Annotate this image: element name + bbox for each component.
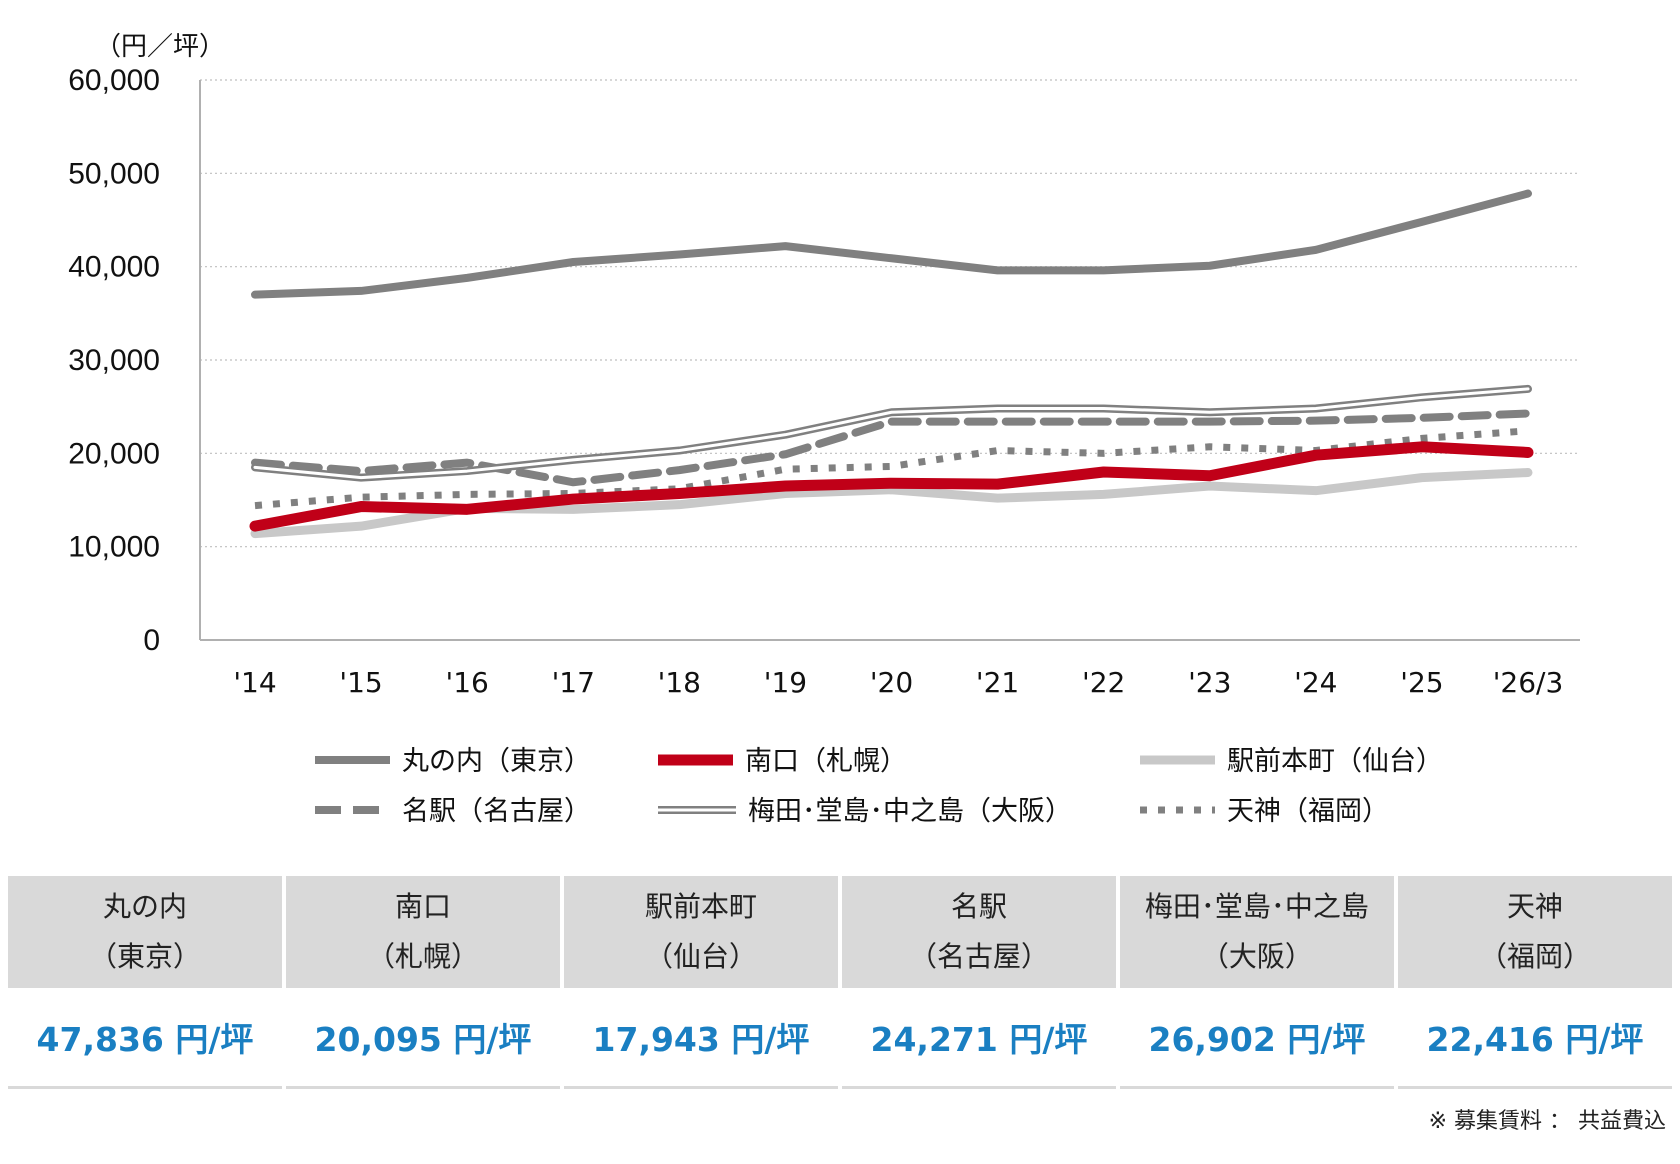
- footnote: ※ 募集賃料 ： 共益費込: [1428, 1109, 1666, 1134]
- legend-label: 天神（福岡）: [1227, 796, 1389, 827]
- x-tick-label: '23: [1188, 666, 1231, 699]
- x-tick-label: '14: [233, 666, 276, 699]
- summary-header-cell: 名駅 （名古屋）: [841, 876, 1116, 988]
- summary-area: （大阪）: [1200, 940, 1313, 973]
- series-path: [249, 441, 1534, 532]
- legend-item: 名駅（名古屋）: [315, 796, 591, 827]
- x-tick-label: '21: [976, 666, 1019, 699]
- summary-header-cell: 南口 （札幌）: [285, 876, 560, 988]
- summary-header-cell: 梅田･堂島･中之島 （大阪）: [1119, 876, 1394, 988]
- summary-name: 名駅: [950, 890, 1007, 923]
- legend-item: 南口（札幌）: [658, 746, 907, 777]
- grid-lines: [200, 79, 1580, 548]
- series-line: [249, 441, 1534, 532]
- summary-header-cell: 天神 （福岡）: [1397, 876, 1672, 988]
- y-tick-label: 0: [143, 624, 160, 657]
- y-tick-label: 20,000: [68, 437, 160, 470]
- summary-area: （福岡）: [1478, 940, 1591, 973]
- summary-area: （札幌）: [366, 940, 479, 973]
- x-tick-label: '17: [552, 666, 595, 699]
- summary-value: 20,095 円/坪: [285, 988, 560, 1089]
- series-line: [251, 384, 1532, 482]
- series-path: [253, 387, 1530, 480]
- x-tick-label: '22: [1082, 666, 1125, 699]
- series-line: [251, 189, 1532, 299]
- summary-name: 天神: [1506, 890, 1563, 923]
- summary-name: 南口: [394, 890, 451, 923]
- y-tick-label: 10,000: [68, 531, 160, 564]
- summary-value: 17,943 円/坪: [563, 988, 838, 1089]
- legend-item: 丸の内（東京）: [315, 746, 591, 777]
- legend-label: 名駅（名古屋）: [402, 796, 591, 827]
- x-tick-label: '25: [1400, 666, 1443, 699]
- legend-label: 梅田･堂島･中之島（大阪）: [748, 796, 1072, 827]
- x-tick-label: '24: [1294, 666, 1337, 699]
- legend-label: 南口（札幌）: [745, 746, 907, 777]
- y-tick-labels: 0 10,000 20,000 30,000 40,000 50,000 60,000: [68, 64, 160, 657]
- legend: 丸の内（東京） 南口（札幌） 駅前本町（仙台） 名駅（名古屋） 梅田･堂島･中之島（大阪…: [315, 746, 1443, 827]
- x-tick-label: '20: [870, 666, 913, 699]
- legend-label: 駅前本町（仙台）: [1227, 746, 1443, 777]
- x-tick-label: '15: [339, 666, 382, 699]
- series-lines: [249, 189, 1534, 539]
- summary-value: 24,271 円/坪: [841, 988, 1116, 1089]
- legend-label: 丸の内（東京）: [402, 746, 591, 777]
- x-tick-labels: '14 '15 '16 '17 '18 '19 '20 '21 '22 '23 '24 '25 '26/…: [233, 666, 1563, 699]
- y-tick-label: 50,000: [68, 157, 160, 190]
- x-tick-label: '26/3: [1493, 666, 1564, 699]
- line-chart: （円／坪） 0 10,000 20,000 30,000 40,000 50,000 60,…: [68, 32, 1580, 827]
- summary-table: 丸の内 （東京） 南口 （札幌） 駅前本町 （仙台） 名駅 （名古屋） 梅田･堂島･中之…: [4, 876, 1676, 1089]
- summary-header-row: 丸の内 （東京） 南口 （札幌） 駅前本町 （仙台） 名駅 （名古屋） 梅田･堂島･中之…: [8, 876, 1672, 988]
- summary-area: （名古屋）: [908, 940, 1049, 973]
- summary-value-row: 47,836 円/坪 20,095 円/坪 17,943 円/坪 24,271 …: [8, 988, 1672, 1089]
- summary-area: （東京）: [88, 940, 201, 973]
- series-path: [251, 189, 1532, 299]
- x-tick-label: '16: [446, 666, 489, 699]
- series-line: [251, 409, 1532, 487]
- summary-name: 駅前本町: [644, 890, 757, 923]
- summary-name: 丸の内: [102, 890, 187, 923]
- summary-value: 47,836 円/坪: [8, 988, 282, 1089]
- summary-value: 26,902 円/坪: [1119, 988, 1394, 1089]
- series-path: [251, 409, 1532, 487]
- summary-header-cell: 駅前本町 （仙台）: [563, 876, 838, 988]
- y-tick-label: 40,000: [68, 251, 160, 284]
- summary-name: 梅田･堂島･中之島: [1144, 890, 1369, 923]
- summary-value: 22,416 円/坪: [1397, 988, 1672, 1089]
- y-tick-label: 30,000: [68, 344, 160, 377]
- summary-area: （仙台）: [644, 940, 757, 973]
- x-tick-label: '18: [658, 666, 701, 699]
- y-tick-label: 60,000: [68, 64, 160, 97]
- summary-header-cell: 丸の内 （東京）: [8, 876, 282, 988]
- legend-item: 駅前本町（仙台）: [1140, 746, 1443, 777]
- y-unit-label: （円／坪）: [95, 32, 225, 62]
- legend-item: 天神（福岡）: [1140, 796, 1389, 827]
- x-tick-label: '19: [764, 666, 807, 699]
- legend-item: 梅田･堂島･中之島（大阪）: [658, 796, 1072, 827]
